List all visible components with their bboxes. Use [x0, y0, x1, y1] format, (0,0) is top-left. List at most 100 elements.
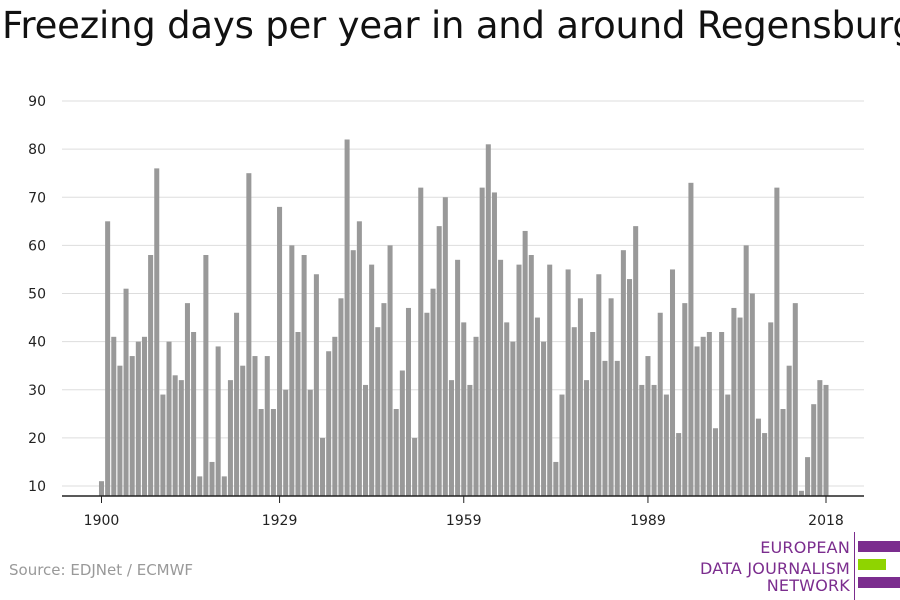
- y-tick-label: 80: [28, 142, 46, 158]
- bar-1901: [105, 221, 111, 496]
- chart-title: Freezing days per year in and around Reg…: [2, 4, 900, 47]
- bar-1972: [541, 341, 547, 497]
- bar-1984: [614, 360, 620, 497]
- bar-2003: [731, 307, 737, 496]
- bar-1982: [602, 360, 608, 497]
- bar-1906: [135, 341, 141, 497]
- bar-1959: [461, 322, 467, 497]
- bar-2017: [817, 380, 823, 497]
- logo-line-european: EUROPEAN: [760, 538, 850, 557]
- bar-1962: [479, 187, 485, 497]
- bar-1981: [596, 274, 602, 496]
- bar-1954: [430, 288, 436, 496]
- y-tick-label: 20: [28, 431, 46, 447]
- bar-1964: [491, 192, 497, 496]
- bar-1944: [369, 264, 375, 497]
- bar-2008: [762, 433, 768, 496]
- x-tick-label: 2018: [808, 513, 844, 529]
- bar-1947: [387, 245, 393, 497]
- x-tick-label: 1929: [262, 513, 298, 529]
- bar-1943: [363, 384, 369, 496]
- logo-line-data-journalism: DATA JOURNALISM: [700, 559, 850, 578]
- bar-1973: [547, 264, 553, 497]
- bar-1987: [633, 226, 639, 497]
- bar-1948: [393, 409, 399, 496]
- bar-1917: [203, 255, 209, 496]
- bar-1922: [234, 312, 240, 496]
- bar-1909: [154, 168, 160, 497]
- bar-1953: [424, 312, 430, 496]
- bar-1988: [639, 384, 645, 496]
- bar-1903: [117, 365, 123, 496]
- bar-1928: [270, 409, 276, 496]
- bar-1957: [448, 380, 454, 497]
- bar-1919: [215, 346, 221, 496]
- bar-1979: [584, 380, 590, 497]
- bar-1900: [98, 481, 105, 496]
- bar-1983: [608, 298, 614, 496]
- y-tick-label: 30: [28, 383, 46, 399]
- bar-1946: [381, 303, 387, 497]
- bar-1927: [264, 356, 270, 496]
- bar-1940: [344, 139, 350, 496]
- bar-1904: [123, 288, 129, 496]
- bar-2005: [743, 245, 749, 497]
- bar-1969: [522, 230, 528, 496]
- bar-1970: [528, 255, 534, 496]
- bar-1990: [651, 384, 657, 496]
- bar-1999: [706, 332, 712, 496]
- bar-1995: [682, 303, 688, 497]
- x-axis-ticks: 1900 1929 1959 1989 2018: [84, 496, 844, 529]
- bar-1955: [436, 226, 442, 497]
- bars: [98, 139, 829, 497]
- bar-2012: [786, 365, 792, 496]
- bar-1980: [590, 332, 596, 496]
- bar-1912: [172, 375, 178, 496]
- bar-1942: [356, 221, 362, 496]
- bar-1938: [332, 336, 338, 496]
- bar-1976: [565, 269, 571, 496]
- bar-1910: [160, 394, 166, 496]
- bar-1913: [178, 380, 184, 497]
- bar-1993: [669, 269, 676, 496]
- bar-1914: [184, 303, 190, 497]
- bar-1986: [627, 279, 633, 496]
- bar-1929: [277, 206, 283, 497]
- y-axis-labels: 10 20 30 40 50 60 70 80 90: [28, 94, 46, 495]
- x-tick-label: 1959: [446, 513, 482, 529]
- bar-1956: [442, 197, 448, 496]
- bar-1951: [412, 437, 418, 497]
- bar-1978: [577, 298, 583, 496]
- bar-1939: [338, 298, 344, 496]
- bar-2009: [768, 322, 774, 497]
- bar-1902: [111, 336, 117, 496]
- bar-1963: [485, 144, 491, 496]
- bar-2013: [792, 303, 798, 497]
- bar-1907: [141, 336, 147, 496]
- bar-1989: [645, 356, 651, 496]
- bar-1931: [289, 245, 295, 497]
- bar-1932: [295, 332, 301, 496]
- source-note: Source: EDJNet / ECMWF: [9, 561, 194, 579]
- logo-bar-bottom: [858, 577, 900, 588]
- bar-2018: [823, 384, 829, 496]
- bar-2015: [805, 457, 811, 497]
- bar-1930: [283, 389, 289, 496]
- bar-2016: [811, 404, 817, 496]
- bar-1991: [657, 312, 663, 496]
- logo-bar-middle: [858, 559, 886, 570]
- logo-line-network: NETWORK: [766, 576, 850, 595]
- y-tick-label: 10: [28, 479, 46, 495]
- bar-chart: 10 20 30 40 50 60 70 80 90 1900 1929 1959 1989 2018: [28, 94, 864, 529]
- bar-2014: [798, 490, 804, 496]
- bar-1949: [399, 370, 405, 496]
- bar-1997: [694, 346, 700, 496]
- bar-1971: [534, 317, 540, 496]
- y-tick-label: 60: [28, 238, 46, 254]
- logo-bar-top: [858, 541, 900, 552]
- y-tick-label: 40: [28, 335, 46, 351]
- bar-1945: [375, 327, 381, 496]
- bar-1941: [350, 250, 356, 496]
- bar-1924: [246, 173, 252, 496]
- bar-1960: [467, 384, 473, 496]
